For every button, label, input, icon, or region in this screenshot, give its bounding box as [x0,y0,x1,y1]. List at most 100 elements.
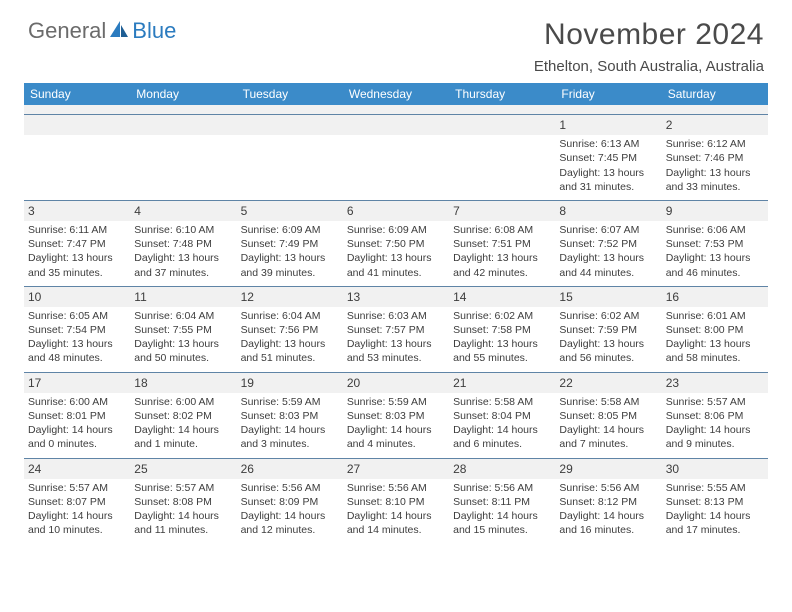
sunrise-text: Sunrise: 6:01 AM [666,309,764,323]
day-cell: 23Sunrise: 5:57 AMSunset: 8:06 PMDayligh… [662,373,768,458]
day-number: 3 [24,201,130,221]
day-cell: 19Sunrise: 5:59 AMSunset: 8:03 PMDayligh… [237,373,343,458]
sunrise-text: Sunrise: 6:04 AM [241,309,339,323]
weekday-label: Wednesday [343,83,449,105]
day-number: 19 [237,373,343,393]
daylight-text: Daylight: 13 hours and 46 minutes. [666,251,764,279]
sunset-text: Sunset: 8:00 PM [666,323,764,337]
daylight-text: Daylight: 13 hours and 41 minutes. [347,251,445,279]
day-number: 11 [130,287,236,307]
location-text: Ethelton, South Australia, Australia [534,58,764,75]
day-number: 2 [662,115,768,135]
day-number: 21 [449,373,555,393]
daylight-text: Daylight: 13 hours and 31 minutes. [559,166,657,194]
weekday-header-row: SundayMondayTuesdayWednesdayThursdayFrid… [24,83,768,105]
sunset-text: Sunset: 7:50 PM [347,237,445,251]
day-cell: 3 Sunrise: 6:11 AMSunset: 7:47 PMDaylight… [24,201,130,286]
day-number: 10 [24,287,130,307]
sunrise-text: Sunrise: 5:55 AM [666,481,764,495]
week-row: 17Sunrise: 6:00 AMSunset: 8:01 PMDayligh… [24,372,768,458]
day-cell: 30Sunrise: 5:55 AMSunset: 8:13 PMDayligh… [662,459,768,544]
day-number: 24 [24,459,130,479]
daylight-text: Daylight: 13 hours and 35 minutes. [28,251,126,279]
day-number: 22 [555,373,661,393]
daylight-text: Daylight: 14 hours and 14 minutes. [347,509,445,537]
sunset-text: Sunset: 8:11 PM [453,495,551,509]
day-number: 7 [449,201,555,221]
day-cell: 13Sunrise: 6:03 AMSunset: 7:57 PMDayligh… [343,287,449,372]
month-title: November 2024 [534,18,764,52]
day-number: . [237,115,343,135]
sunset-text: Sunset: 7:59 PM [559,323,657,337]
day-cell: . [343,115,449,200]
sunset-text: Sunset: 8:03 PM [241,409,339,423]
sunset-text: Sunset: 8:13 PM [666,495,764,509]
day-cell: . [130,115,236,200]
sunset-text: Sunset: 7:46 PM [666,151,764,165]
day-number: 17 [24,373,130,393]
day-cell: 14Sunrise: 6:02 AMSunset: 7:58 PMDayligh… [449,287,555,372]
sunrise-text: Sunrise: 6:05 AM [28,309,126,323]
page-header: General Blue November 2024 Ethelton, Sou… [0,0,792,83]
daylight-text: Daylight: 13 hours and 33 minutes. [666,166,764,194]
daylight-text: Daylight: 14 hours and 15 minutes. [453,509,551,537]
daylight-text: Daylight: 13 hours and 39 minutes. [241,251,339,279]
day-number: . [343,115,449,135]
weekday-label: Monday [130,83,236,105]
sunset-text: Sunset: 7:51 PM [453,237,551,251]
daylight-text: Daylight: 13 hours and 56 minutes. [559,337,657,365]
day-cell: 10 Sunrise: 6:05 AMSunset: 7:54 PMDayligh… [24,287,130,372]
sunset-text: Sunset: 7:47 PM [28,237,126,251]
sunrise-text: Sunrise: 6:13 AM [559,137,657,151]
sunrise-text: Sunrise: 6:08 AM [453,223,551,237]
sunset-text: Sunset: 8:07 PM [28,495,126,509]
day-number: 23 [662,373,768,393]
day-number: 4 [130,201,236,221]
daylight-text: Daylight: 14 hours and 1 minute. [134,423,232,451]
day-cell: 12Sunrise: 6:04 AMSunset: 7:56 PMDayligh… [237,287,343,372]
day-number: 27 [343,459,449,479]
logo-sail-icon [108,19,130,44]
daylight-text: Daylight: 14 hours and 6 minutes. [453,423,551,451]
sunrise-text: Sunrise: 5:57 AM [134,481,232,495]
sunset-text: Sunset: 7:57 PM [347,323,445,337]
day-number: 9 [662,201,768,221]
week-row: 10Sunrise: 6:05 AMSunset: 7:54 PMDayligh… [24,286,768,372]
daylight-text: Daylight: 14 hours and 4 minutes. [347,423,445,451]
calendar: SundayMondayTuesdayWednesdayThursdayFrid… [0,83,792,543]
day-number: 14 [449,287,555,307]
day-number: 16 [662,287,768,307]
daylight-text: Daylight: 13 hours and 58 minutes. [666,337,764,365]
sunset-text: Sunset: 8:06 PM [666,409,764,423]
sunset-text: Sunset: 7:52 PM [559,237,657,251]
daylight-text: Daylight: 14 hours and 3 minutes. [241,423,339,451]
sunset-text: Sunset: 8:12 PM [559,495,657,509]
weekday-label: Thursday [449,83,555,105]
day-number: 26 [237,459,343,479]
sunrise-text: Sunrise: 5:59 AM [347,395,445,409]
sunset-text: Sunset: 7:49 PM [241,237,339,251]
day-number: 13 [343,287,449,307]
day-cell: 8Sunrise: 6:07 AMSunset: 7:52 PMDaylight… [555,201,661,286]
sunset-text: Sunset: 8:04 PM [453,409,551,423]
sunrise-text: Sunrise: 6:09 AM [241,223,339,237]
day-cell: 9Sunrise: 6:06 AMSunset: 7:53 PMDaylight… [662,201,768,286]
daylight-text: Daylight: 13 hours and 48 minutes. [28,337,126,365]
weekday-label: Sunday [24,83,130,105]
sunset-text: Sunset: 7:54 PM [28,323,126,337]
day-number: 8 [555,201,661,221]
sunrise-text: Sunrise: 6:11 AM [28,223,126,237]
day-cell: 24Sunrise: 5:57 AMSunset: 8:07 PMDayligh… [24,459,130,544]
title-block: November 2024 Ethelton, South Australia,… [534,18,764,75]
day-cell: 20Sunrise: 5:59 AMSunset: 8:03 PMDayligh… [343,373,449,458]
daylight-text: Daylight: 13 hours and 51 minutes. [241,337,339,365]
sunset-text: Sunset: 8:05 PM [559,409,657,423]
weekday-label: Saturday [662,83,768,105]
sunrise-text: Sunrise: 5:56 AM [559,481,657,495]
daylight-text: Daylight: 13 hours and 53 minutes. [347,337,445,365]
sunset-text: Sunset: 7:58 PM [453,323,551,337]
sunset-text: Sunset: 7:45 PM [559,151,657,165]
daylight-text: Daylight: 14 hours and 17 minutes. [666,509,764,537]
sunrise-text: Sunrise: 6:02 AM [453,309,551,323]
day-number: 15 [555,287,661,307]
